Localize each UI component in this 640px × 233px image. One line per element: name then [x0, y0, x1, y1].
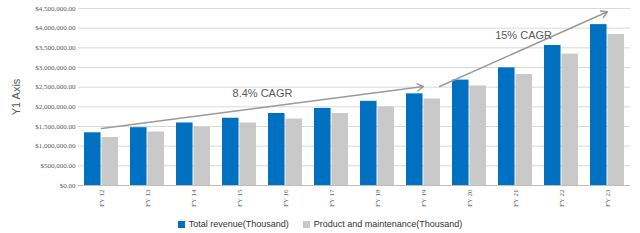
svg-text:FY 19: FY 19 [420, 189, 428, 207]
svg-text:$1,000,000.00: $1,000,000.00 [35, 142, 76, 150]
svg-text:FY 22: FY 22 [558, 189, 566, 207]
svg-text:FY 15: FY 15 [236, 189, 244, 207]
svg-text:FY 12: FY 12 [98, 189, 106, 207]
svg-text:$1,500,000.00: $1,500,000.00 [35, 123, 76, 131]
svg-text:$3,500,000.00: $3,500,000.00 [35, 44, 76, 52]
svg-text:15% CAGR: 15% CAGR [495, 28, 552, 40]
svg-text:FY 21: FY 21 [512, 189, 520, 207]
svg-text:8.4% CAGR: 8.4% CAGR [233, 87, 293, 99]
svg-text:FY 18: FY 18 [374, 189, 382, 207]
svg-text:$500,000.00: $500,000.00 [41, 162, 77, 170]
svg-text:FY 13: FY 13 [144, 189, 152, 207]
svg-text:$2,500,000.00: $2,500,000.00 [35, 83, 76, 91]
svg-text:$3,000,000.00: $3,000,000.00 [35, 64, 76, 72]
svg-text:FY 23: FY 23 [604, 189, 612, 207]
svg-text:$0.00: $0.00 [60, 182, 76, 190]
svg-text:FY 20: FY 20 [466, 189, 474, 207]
html-text:Total revenue(Thousand): Total revenue(Thousand) [188, 219, 289, 229]
svg-text:Y1 Axis: Y1 Axis [10, 78, 22, 115]
svg-text:FY 14: FY 14 [190, 189, 198, 207]
svg-text:$4,000,000.00: $4,000,000.00 [35, 24, 76, 32]
svg-text:FY 16: FY 16 [282, 189, 290, 207]
svg-text:$4,500,000.00: $4,500,000.00 [35, 5, 76, 13]
html-text:Product and maintenance(Thousa: Product and maintenance(Thousand) [313, 219, 463, 229]
svg-text:$2,000,000.00: $2,000,000.00 [35, 103, 76, 111]
svg-text:FY 17: FY 17 [328, 189, 336, 207]
